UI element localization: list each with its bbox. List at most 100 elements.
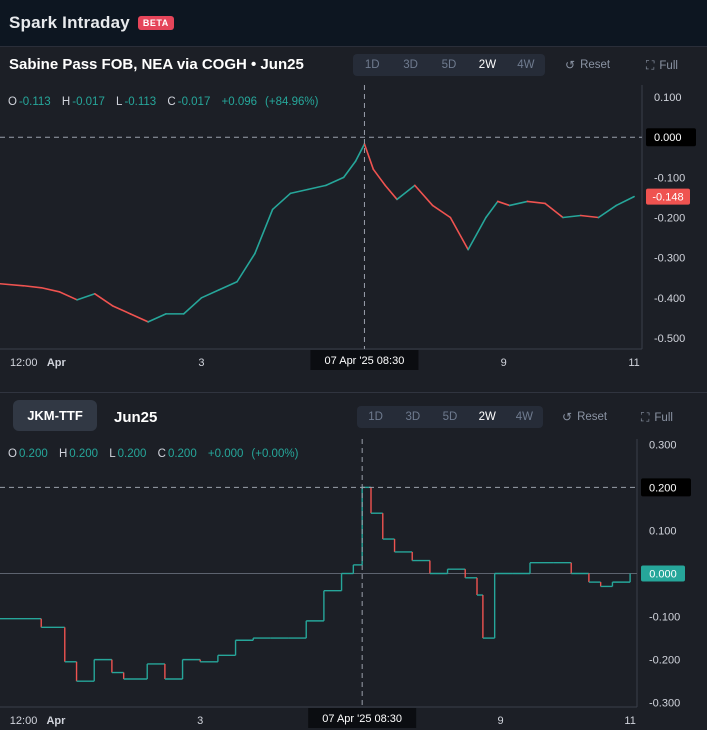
- chart-panel-jkm-ttf: JKM-TTF Jun25 1D 3D 5D 2W 4W ↺ Reset ⛶ F…: [0, 393, 707, 730]
- y-tick-label: 0.100: [654, 92, 682, 104]
- price-chart-jkm-ttf[interactable]: 0.300 0.200 0.100 0.000 -0.100 -0.200 -0.300 12…: [0, 439, 707, 730]
- price-segment: [372, 168, 386, 187]
- low-key: L: [116, 96, 123, 108]
- open-key: O: [8, 96, 17, 108]
- low-key: L: [109, 448, 116, 460]
- change-value: +0.000: [207, 448, 244, 460]
- panel-title: Jun25: [114, 409, 158, 426]
- x-tick-label: Apr: [47, 357, 67, 369]
- high-value: -0.017: [72, 96, 105, 108]
- crosshair-time-label: 07 Apr '25 08:30: [322, 713, 402, 725]
- price-segment: [271, 192, 292, 211]
- y-tick-label: -0.300: [649, 698, 680, 710]
- price-segment: [289, 188, 309, 195]
- fullscreen-icon: ⛶: [641, 410, 650, 424]
- timeframe-selector: 1D 3D 5D 2W 4W: [353, 54, 545, 76]
- price-segment: [363, 143, 375, 171]
- crosshair-time-box: [308, 708, 417, 728]
- x-tick-label: 9: [497, 715, 503, 727]
- fullscreen-label: Full: [659, 59, 678, 72]
- price-segment: [254, 208, 274, 255]
- timeframe-3d-button[interactable]: 3D: [403, 59, 418, 71]
- crosshair-price-label: 0.000: [654, 132, 682, 144]
- chart-panel-sabine: Sabine Pass FOB, NEA via COGH • Jun25 1D…: [0, 47, 707, 393]
- price-segment: [544, 202, 564, 219]
- high-key: H: [58, 448, 68, 460]
- close-value: -0.017: [177, 96, 211, 108]
- last-price-box: [641, 565, 685, 582]
- reset-icon: ↺: [562, 410, 573, 424]
- y-tick-label: -0.200: [654, 213, 685, 225]
- timeframe-4w-button[interactable]: 4W: [517, 59, 535, 71]
- price-segment: [147, 313, 167, 323]
- fullscreen-button[interactable]: ⛶ Full: [646, 58, 678, 73]
- y-tick-label: -0.100: [649, 612, 680, 624]
- price-segment: [200, 288, 221, 299]
- change-percent: (+0.00%): [251, 448, 299, 460]
- low-value: 0.200: [117, 448, 147, 460]
- y-tick-label: -0.200: [649, 655, 680, 667]
- price-segment: [0, 282, 25, 287]
- timeframe-5d-button[interactable]: 5D: [441, 59, 457, 71]
- crosshair-time-label: 07 Apr '25 08:30: [325, 355, 405, 367]
- price-segment: [414, 184, 434, 207]
- y-tick-label: 0.300: [649, 439, 677, 451]
- y-tick-label: 0.100: [649, 525, 677, 537]
- x-tick-label: Apr: [46, 715, 66, 727]
- beta-badge: BETA: [137, 16, 174, 30]
- price-segment: [325, 176, 345, 187]
- last-price-label: -0.148: [652, 192, 683, 204]
- price-segment: [342, 160, 357, 179]
- price-segment: [307, 184, 327, 191]
- price-segment: [129, 313, 149, 323]
- timeframe-1d-button[interactable]: 1D: [364, 59, 380, 71]
- crosshair-price-label: 0.200: [649, 482, 677, 494]
- price-segment: [354, 143, 366, 163]
- high-value: 0.200: [69, 448, 99, 460]
- timeframe-3d-button[interactable]: 3D: [405, 411, 421, 423]
- fullscreen-label: Full: [654, 411, 673, 424]
- close-key: C: [167, 96, 176, 108]
- price-segment: [526, 200, 546, 205]
- reset-label: Reset: [580, 59, 611, 71]
- price-segment: [236, 252, 256, 283]
- timeframe-1d-button[interactable]: 1D: [368, 411, 383, 423]
- price-segment: [615, 195, 635, 207]
- price-chart-sabine[interactable]: 0.100 0.000 -0.100 -0.200 -0.300 -0.400 -0.500…: [0, 85, 707, 392]
- fullscreen-button[interactable]: ⛶ Full: [641, 410, 673, 425]
- price-segment: [562, 214, 582, 219]
- top-bar: Spark Intraday BETA: [0, 0, 707, 47]
- price-segment: [431, 204, 452, 219]
- reset-button[interactable]: ↺ Reset: [562, 410, 607, 424]
- x-tick-label: 3: [198, 357, 204, 369]
- ohlc-legend: O -0.113 H -0.017 L -0.113 C -0.017 +0.096 (+…: [8, 96, 318, 108]
- reset-icon: ↺: [565, 58, 576, 72]
- open-value: -0.113: [18, 96, 51, 108]
- instrument-chip[interactable]: JKM-TTF: [13, 400, 97, 431]
- panel-title: Sabine Pass FOB, NEA via COGH • Jun25: [9, 56, 304, 73]
- price-segment: [182, 297, 203, 315]
- low-value: -0.113: [124, 96, 157, 108]
- change-percent: (+84.96%): [265, 96, 319, 108]
- timeframe-2w-button[interactable]: 2W: [478, 411, 496, 423]
- change-value: +0.096: [221, 96, 258, 108]
- crosshair-time-box: [310, 350, 419, 370]
- reset-button[interactable]: ↺ Reset: [565, 58, 610, 72]
- x-tick-label: 12:00: [10, 357, 38, 369]
- fullscreen-icon: ⛶: [646, 58, 655, 72]
- reset-label: Reset: [577, 411, 608, 423]
- timeframe-4w-button[interactable]: 4W: [515, 411, 534, 423]
- price-segment: [485, 200, 499, 219]
- price-segment: [467, 216, 487, 251]
- y-tick-label: -0.400: [654, 293, 685, 305]
- timeframe-2w-button[interactable]: 2W: [478, 59, 497, 71]
- price-segment: [76, 292, 96, 301]
- price-segment: [111, 305, 132, 315]
- x-tick-label: 9: [501, 357, 507, 369]
- timeframe-5d-button[interactable]: 5D: [442, 411, 458, 423]
- open-value: 0.200: [18, 448, 48, 460]
- price-segment: [22, 284, 43, 289]
- x-tick-label: 12:00: [10, 715, 38, 727]
- x-tick-label: 11: [624, 715, 635, 727]
- price-segment: [579, 214, 600, 219]
